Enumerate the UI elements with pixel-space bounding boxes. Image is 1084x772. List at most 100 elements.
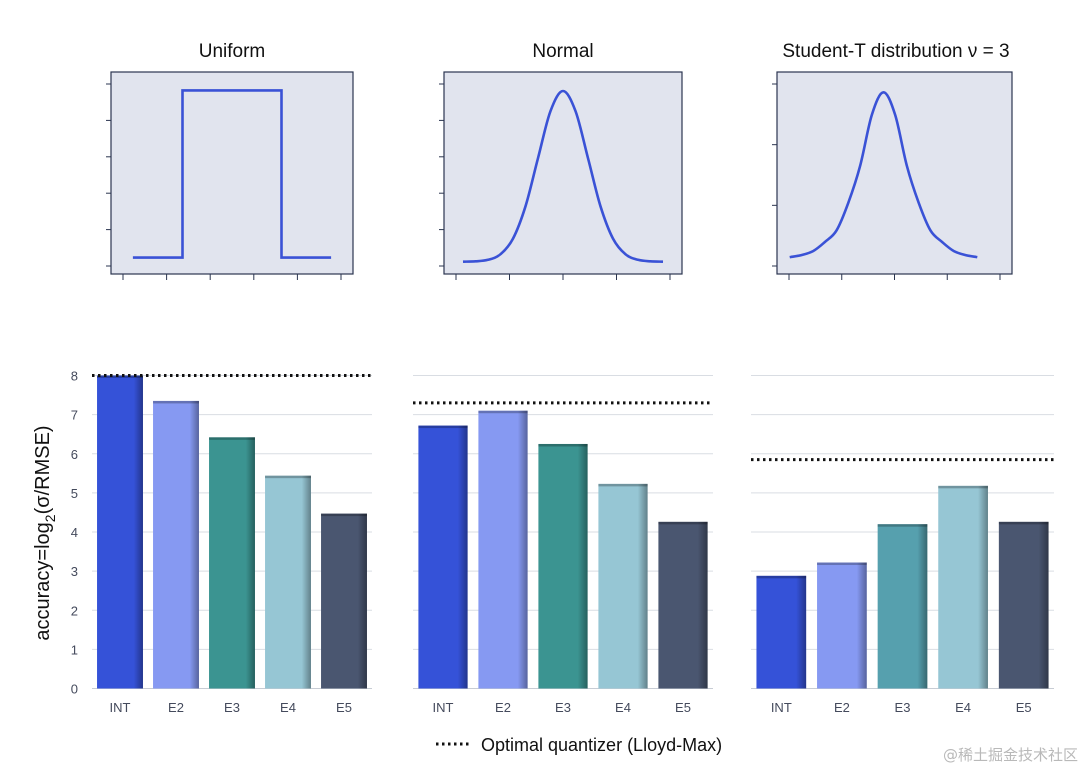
y-tick-label: 8 xyxy=(71,369,78,384)
bar-panel-uniform: 0 1 2 3 4 5 6 7 8 INT E2 E3 E4 E5 xyxy=(71,369,372,715)
dist-title-normal: Normal xyxy=(532,41,593,62)
x-tick-label: INT xyxy=(110,700,131,715)
bar-shade xyxy=(938,485,988,689)
bar-shade xyxy=(598,483,648,689)
y-ticks xyxy=(772,83,777,267)
y-tick-label: 5 xyxy=(71,486,78,501)
y-tick-label: 7 xyxy=(71,408,78,423)
bar-top-edge xyxy=(209,437,255,440)
bar-e3 xyxy=(877,524,928,689)
x-ticks xyxy=(788,274,1001,280)
dist-panel-background xyxy=(776,71,1013,275)
bar-top-edge xyxy=(658,521,708,525)
bar-int xyxy=(418,425,468,689)
bar-shade xyxy=(877,524,928,689)
dist-title-uniform: Uniform xyxy=(199,41,266,62)
bar-e4 xyxy=(938,485,988,689)
x-tick-label: E2 xyxy=(495,700,511,715)
x-tick-labels: INT E2 E3 E4 E5 xyxy=(771,700,1032,715)
bar-e2 xyxy=(478,410,528,689)
legend: Optimal quantizer (Lloyd-Max) xyxy=(436,735,722,755)
x-tick-labels: INT E2 E3 E4 E5 xyxy=(110,700,352,715)
y-axis-label-main: accuracy=log xyxy=(32,522,54,640)
x-tick-label: E3 xyxy=(224,700,240,715)
bar-top-edge xyxy=(321,513,367,517)
bar-int xyxy=(97,375,143,689)
dist-panel-normal: Normal xyxy=(439,41,683,280)
bars xyxy=(418,410,708,689)
legend-label: Optimal quantizer (Lloyd-Max) xyxy=(481,735,722,755)
student-t-density-curve xyxy=(789,90,978,259)
bar-shade xyxy=(658,521,708,689)
dist-title-student-t: Student-T distribution ν = 3 xyxy=(782,41,1009,62)
x-tick-label: INT xyxy=(771,700,792,715)
bar-top-edge xyxy=(877,524,928,527)
y-tick-label: 6 xyxy=(71,447,78,462)
normal-density-curve xyxy=(462,89,664,263)
y-tick-label: 0 xyxy=(71,682,78,697)
bar-e2 xyxy=(153,400,199,689)
bar-top-edge xyxy=(418,425,468,429)
x-ticks xyxy=(122,274,342,280)
bar-e3 xyxy=(538,443,588,689)
bar-e2 xyxy=(817,562,867,689)
x-tick-label: E4 xyxy=(280,700,296,715)
y-tick-labels: 0 1 2 3 4 5 6 7 8 xyxy=(71,369,78,697)
y-tick-label: 1 xyxy=(71,642,78,657)
x-tick-label: E5 xyxy=(1016,700,1032,715)
y-tick-label: 3 xyxy=(71,564,78,579)
x-tick-label: E5 xyxy=(675,700,691,715)
bar-shade xyxy=(97,375,143,689)
x-tick-labels: INT E2 E3 E4 E5 xyxy=(433,700,691,715)
bar-e5 xyxy=(321,513,367,689)
bar-top-edge xyxy=(756,575,807,579)
dist-panel-background xyxy=(110,71,354,275)
bar-shade xyxy=(153,400,199,689)
bar-top-edge xyxy=(538,443,588,447)
x-ticks xyxy=(455,274,671,280)
y-tick-label: 2 xyxy=(71,603,78,618)
bar-e3 xyxy=(209,437,255,689)
bar-shade xyxy=(998,521,1049,689)
bar-shade xyxy=(817,562,867,689)
y-axis-label-subscript: 2 xyxy=(42,514,58,522)
bar-e5 xyxy=(998,521,1049,689)
bar-panel-normal: INT E2 E3 E4 E5 xyxy=(413,375,713,715)
x-tick-label: INT xyxy=(433,700,454,715)
bar-shade xyxy=(478,410,528,689)
bars xyxy=(756,485,1049,689)
dist-panel-background xyxy=(443,71,683,275)
y-axis-label: accuracy=log2(σ/RMSE) xyxy=(32,425,58,640)
bar-e4 xyxy=(265,475,311,689)
bar-panel-student-t: INT E2 E3 E4 E5 xyxy=(751,375,1054,715)
x-tick-label: E3 xyxy=(895,700,911,715)
x-tick-label: E4 xyxy=(615,700,631,715)
bar-top-edge xyxy=(153,400,199,404)
bar-shade xyxy=(265,475,311,689)
y-ticks xyxy=(106,83,111,267)
bar-shade xyxy=(321,513,367,689)
y-ticks xyxy=(439,83,444,267)
bar-top-edge xyxy=(817,562,867,566)
y-tick-label: 4 xyxy=(71,525,78,540)
watermark: @稀土掘金技术社区 xyxy=(943,746,1078,764)
bars xyxy=(97,375,367,689)
x-tick-label: E2 xyxy=(834,700,850,715)
bar-e4 xyxy=(598,483,648,689)
x-tick-label: E2 xyxy=(168,700,184,715)
x-tick-label: E3 xyxy=(555,700,571,715)
bar-top-edge xyxy=(97,375,143,378)
bar-top-edge xyxy=(478,410,528,414)
bar-top-edge xyxy=(938,485,988,489)
bar-shade xyxy=(538,443,588,689)
dist-panel-student-t: Student-T distribution ν = 3 xyxy=(772,41,1013,280)
x-tick-label: E5 xyxy=(336,700,352,715)
bar-top-edge xyxy=(265,475,311,479)
bar-e5 xyxy=(658,521,708,689)
bar-shade xyxy=(756,575,807,689)
bar-top-edge xyxy=(998,521,1049,525)
bar-shade xyxy=(209,437,255,689)
x-tick-label: E4 xyxy=(955,700,971,715)
dist-panel-uniform: Uniform xyxy=(106,41,354,280)
bar-top-edge xyxy=(598,483,648,487)
